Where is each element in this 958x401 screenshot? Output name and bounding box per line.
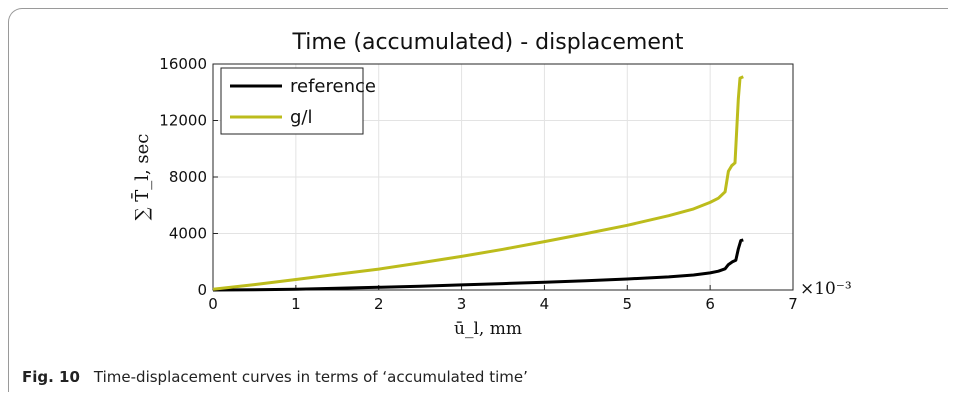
x-tick-label: 5 [623,295,633,313]
legend-label-reference: reference [290,76,376,97]
x-tick-label: 4 [540,295,550,313]
series-line-reference [212,238,744,292]
x-tick-label: 1 [291,295,301,313]
legend-box [220,67,364,135]
x-tick-label: 0 [208,295,218,313]
x-tick-label: 7 [788,295,798,313]
x-tick-label: 3 [457,295,467,313]
y-tick-label: 4000 [169,225,207,243]
legend-label-gl: g/l [290,107,313,128]
x-exponent-label: ×10⁻³ [800,279,852,299]
axis-ticks: 0 1 2 3 4 5 6 7 0 4000 8000 12000 16000 [159,55,797,313]
y-tick-label: 0 [197,281,207,299]
x-tick-label: 6 [705,295,715,313]
y-tick-label: 12000 [159,112,207,130]
y-axis-label: ∑ T̄_l, sec [130,134,153,221]
y-tick-label: 16000 [159,55,207,73]
y-tick-label: 8000 [169,168,207,186]
chart-title: Time (accumulated) - displacement [292,30,684,55]
x-tick-label: 2 [374,295,384,313]
figure-frame [8,8,948,392]
series-line-gl [212,75,744,291]
x-axis-label: ū_l, mm [454,319,522,339]
series-layer [212,75,744,292]
caption-text: Time-displacement curves in terms of ‘ac… [93,368,528,386]
legend: reference g/l [220,67,376,135]
figure-caption: Fig. 10 Time-displacement curves in terms… [22,368,528,386]
figure-number: Fig. 10 [22,368,80,386]
